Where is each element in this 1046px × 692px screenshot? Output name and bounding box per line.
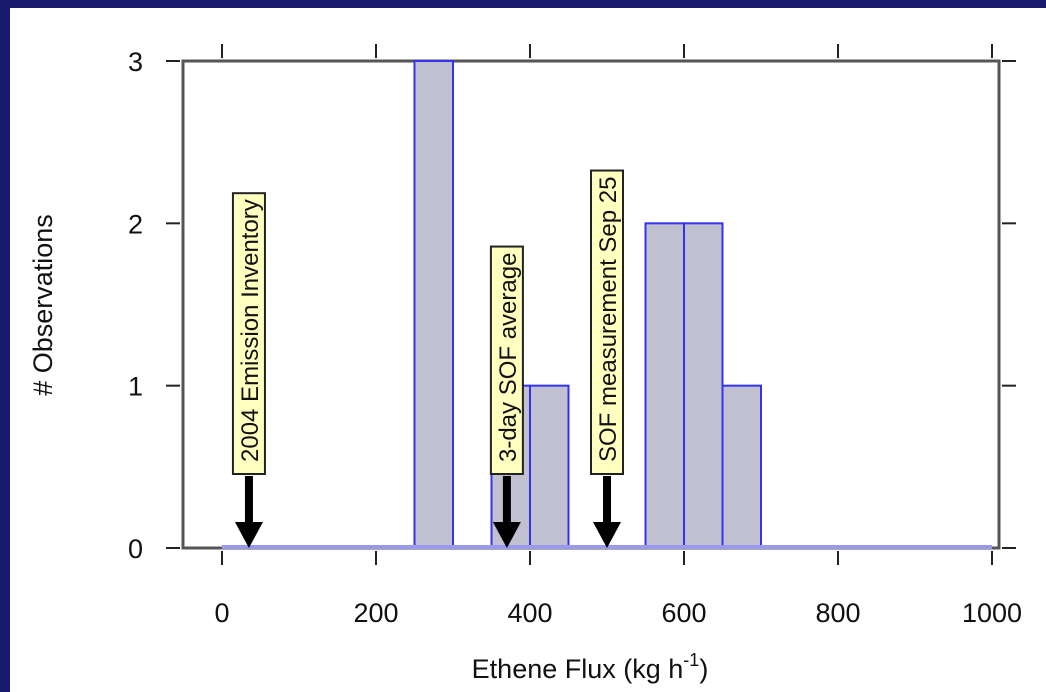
annotation-arrow-head [593, 522, 621, 548]
annotation-label: 2004 Emission Inventory [237, 199, 264, 462]
histogram-bar [644, 222, 685, 549]
x-tick-label: 200 [353, 598, 398, 628]
x-axis-title-suffix: ) [699, 654, 708, 684]
y-tick-label: 3 [128, 47, 143, 77]
x-axis-title-main: Ethene Flux (kg h [472, 654, 684, 684]
histogram-bar [683, 222, 724, 549]
histogram-bar [721, 384, 762, 549]
annotation: SOF measurement Sep 25 [590, 169, 624, 548]
annotation-box [231, 192, 266, 475]
x-tick-label: 400 [507, 598, 552, 628]
histogram-chart: 0 200 400 600 800 1000 0 1 2 3 2004 Emission Inve… [28, 44, 1022, 684]
x-axis-title: Ethene Flux (kg h-1) [472, 650, 709, 684]
annotations-group: 2004 Emission Inventory 3-day SOF average… [231, 169, 624, 548]
annotation-label: 3-day SOF average [495, 253, 522, 462]
ticks-group: 0 200 400 600 800 1000 0 1 2 3 [128, 44, 1022, 628]
annotation: 3-day SOF average [489, 245, 524, 548]
annotation-arrow-head [234, 522, 263, 548]
x-tick-label: 1000 [962, 598, 1022, 628]
annotation-box [489, 245, 524, 475]
annotation-arrow-head [492, 522, 521, 548]
annotation-label: SOF measurement Sep 25 [595, 177, 622, 462]
annotation-box [590, 169, 624, 475]
x-tick-label: 800 [815, 598, 860, 628]
annotation: 2004 Emission Inventory [231, 192, 266, 548]
y-tick-label: 2 [128, 209, 143, 239]
x-axis-title-superscript: -1 [683, 650, 699, 670]
histogram-bar [413, 60, 454, 549]
y-tick-label: 1 [128, 372, 143, 402]
slide-frame: 0 200 400 600 800 1000 0 1 2 3 2004 Emission Inve… [10, 8, 1046, 692]
x-tick-label: 600 [661, 598, 706, 628]
histogram-bar [529, 384, 570, 549]
y-tick-label: 0 [128, 534, 143, 564]
x-tick-label: 0 [214, 598, 229, 628]
y-axis-title: # Observations [28, 214, 58, 396]
